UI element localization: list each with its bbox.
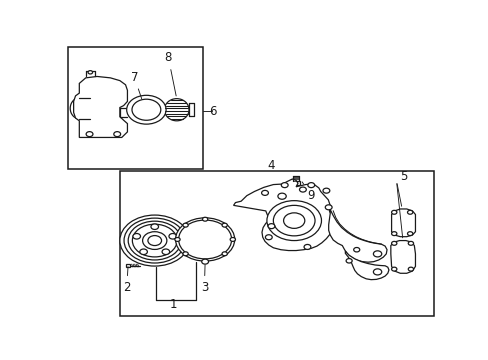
- Circle shape: [304, 244, 310, 249]
- Circle shape: [147, 235, 161, 246]
- Circle shape: [202, 259, 208, 264]
- Circle shape: [133, 234, 140, 239]
- Text: 7: 7: [130, 71, 142, 99]
- Circle shape: [325, 205, 331, 210]
- Bar: [125, 264, 130, 267]
- Circle shape: [230, 238, 235, 242]
- Circle shape: [183, 252, 188, 256]
- Text: 6: 6: [208, 105, 216, 118]
- Polygon shape: [345, 251, 388, 280]
- Text: 2: 2: [122, 267, 130, 294]
- Circle shape: [266, 201, 321, 240]
- Polygon shape: [74, 76, 127, 138]
- Circle shape: [391, 232, 396, 235]
- Circle shape: [265, 235, 272, 240]
- Bar: [120, 171, 433, 316]
- Circle shape: [222, 223, 227, 227]
- Circle shape: [373, 251, 381, 257]
- Polygon shape: [391, 209, 415, 237]
- Circle shape: [183, 223, 188, 227]
- Circle shape: [323, 188, 329, 193]
- Circle shape: [222, 252, 227, 256]
- Polygon shape: [390, 240, 415, 273]
- Polygon shape: [233, 179, 333, 251]
- Text: 4: 4: [267, 159, 275, 172]
- Circle shape: [307, 183, 314, 188]
- Circle shape: [267, 224, 274, 229]
- Text: 3: 3: [200, 265, 207, 294]
- Circle shape: [132, 224, 177, 257]
- Circle shape: [175, 218, 234, 261]
- Circle shape: [391, 210, 396, 214]
- Circle shape: [120, 215, 189, 266]
- Circle shape: [407, 242, 413, 245]
- Text: 8: 8: [164, 51, 176, 96]
- Circle shape: [86, 132, 93, 136]
- Polygon shape: [328, 210, 386, 262]
- Circle shape: [126, 95, 166, 124]
- Circle shape: [140, 249, 147, 255]
- Circle shape: [407, 232, 412, 235]
- Text: 5: 5: [400, 170, 407, 183]
- Circle shape: [391, 267, 396, 271]
- Circle shape: [202, 217, 207, 221]
- Ellipse shape: [395, 248, 410, 267]
- Circle shape: [283, 213, 304, 228]
- Circle shape: [178, 220, 231, 259]
- Circle shape: [132, 99, 161, 120]
- Circle shape: [391, 242, 396, 245]
- Text: 9: 9: [302, 182, 314, 202]
- Circle shape: [162, 249, 169, 255]
- Bar: [68, 48, 203, 169]
- Circle shape: [175, 238, 180, 242]
- Text: 1: 1: [169, 298, 176, 311]
- Circle shape: [299, 187, 305, 192]
- Circle shape: [281, 183, 287, 188]
- Bar: [292, 181, 299, 185]
- Circle shape: [88, 71, 92, 74]
- Ellipse shape: [392, 215, 410, 232]
- Circle shape: [169, 234, 176, 239]
- Circle shape: [277, 193, 285, 199]
- Circle shape: [261, 190, 268, 195]
- Circle shape: [346, 258, 351, 263]
- Circle shape: [114, 132, 121, 136]
- Circle shape: [407, 267, 413, 271]
- Circle shape: [142, 232, 166, 249]
- Circle shape: [128, 221, 181, 260]
- Circle shape: [353, 247, 359, 252]
- Circle shape: [273, 205, 314, 236]
- Circle shape: [373, 269, 381, 275]
- Circle shape: [151, 224, 158, 229]
- Circle shape: [407, 210, 412, 214]
- Circle shape: [124, 218, 185, 263]
